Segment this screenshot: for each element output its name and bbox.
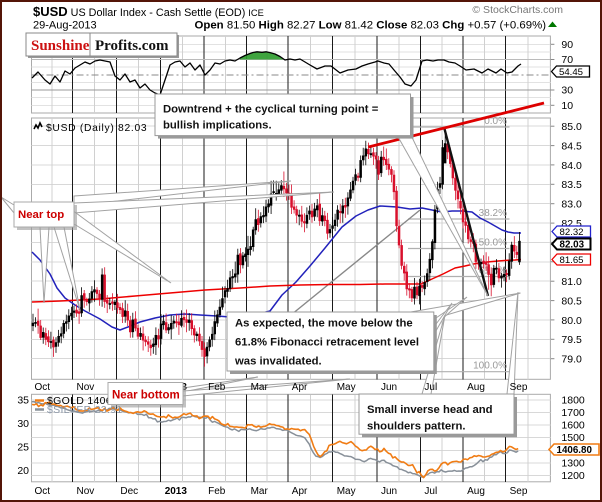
- svg-text:Mar: Mar: [251, 486, 269, 497]
- svg-text:80.5: 80.5: [561, 295, 582, 307]
- svg-text:85.0: 85.0: [561, 121, 582, 133]
- svg-text:May: May: [337, 486, 356, 497]
- svg-text:$GOLD 1406.80: $GOLD 1406.80: [47, 395, 127, 407]
- svg-text:Jun: Jun: [381, 382, 397, 393]
- svg-text:0.0%: 0.0%: [484, 116, 507, 127]
- svg-text:1700: 1700: [561, 407, 585, 419]
- svg-text:35: 35: [17, 395, 29, 407]
- svg-text:Small inverse head and: Small inverse head and: [367, 404, 493, 416]
- svg-text:83.0: 83.0: [561, 199, 582, 211]
- svg-text:Dec: Dec: [120, 486, 138, 497]
- svg-text:Apr: Apr: [292, 382, 308, 393]
- svg-text:Oct: Oct: [35, 382, 51, 393]
- svg-text:bullish implications.: bullish implications.: [163, 120, 272, 132]
- svg-text:Oct: Oct: [35, 486, 51, 497]
- svg-text:Near top: Near top: [18, 209, 64, 221]
- svg-text:$USD (Daily) 82.03: $USD (Daily) 82.03: [46, 123, 147, 134]
- svg-text:1500: 1500: [561, 432, 585, 444]
- svg-text:54.45: 54.45: [559, 67, 583, 78]
- svg-text:$USD US Dollar Index - Cash Se: $USD US Dollar Index - Cash Settle (EOD)…: [33, 4, 264, 19]
- svg-text:1200: 1200: [561, 470, 585, 482]
- svg-text:100.0%: 100.0%: [473, 361, 507, 372]
- svg-text:Sunshine: Sunshine: [31, 38, 90, 54]
- svg-text:Feb: Feb: [208, 486, 226, 497]
- svg-text:20: 20: [17, 465, 29, 477]
- svg-text:Mar: Mar: [251, 382, 269, 393]
- svg-text:81.0: 81.0: [561, 276, 582, 288]
- svg-text:Apr: Apr: [292, 486, 308, 497]
- svg-text:Near bottom: Near bottom: [112, 390, 180, 402]
- svg-text:50.0%: 50.0%: [479, 238, 507, 249]
- svg-text:38.2%: 38.2%: [479, 208, 507, 219]
- svg-text:May: May: [337, 382, 356, 393]
- svg-text:82.32: 82.32: [560, 227, 584, 238]
- svg-text:shoulders pattern.: shoulders pattern.: [367, 420, 466, 432]
- svg-text:Feb: Feb: [208, 382, 226, 393]
- svg-text:1406.80: 1406.80: [557, 445, 593, 456]
- svg-text:82.03: 82.03: [560, 240, 585, 251]
- svg-text:Nov: Nov: [77, 486, 95, 497]
- svg-text:Aug: Aug: [467, 382, 485, 393]
- svg-text:79.0: 79.0: [561, 354, 582, 366]
- svg-text:84.5: 84.5: [561, 140, 582, 152]
- svg-text:$SILVER 23.91: $SILVER 23.91: [47, 404, 123, 416]
- svg-text:As expected, the move below th: As expected, the move below the: [235, 318, 413, 330]
- svg-text:Open 81.50 High 82.27 Low 81.4: Open 81.50 High 82.27 Low 81.42 Close 82…: [195, 20, 547, 32]
- svg-text:29-Aug-2013: 29-Aug-2013: [33, 20, 97, 32]
- svg-text:30: 30: [17, 418, 29, 430]
- svg-text:79.5: 79.5: [561, 334, 582, 346]
- svg-text:83.5: 83.5: [561, 179, 582, 191]
- svg-text:70: 70: [561, 54, 573, 66]
- svg-text:25: 25: [17, 442, 29, 454]
- svg-text:81.65: 81.65: [560, 255, 584, 266]
- svg-text:Jul: Jul: [424, 382, 437, 393]
- svg-text:90: 90: [561, 39, 573, 51]
- svg-text:Downtrend + the cyclical turni: Downtrend + the cyclical turning point =: [163, 104, 379, 116]
- svg-text:Jul: Jul: [424, 486, 437, 497]
- svg-text:10: 10: [561, 100, 573, 112]
- svg-text:2013: 2013: [165, 486, 188, 497]
- svg-text:30: 30: [561, 85, 573, 97]
- svg-text:Nov: Nov: [77, 382, 95, 393]
- svg-text:© StockCharts.com: © StockCharts.com: [472, 4, 563, 16]
- svg-text:61.8% Fibonacci retracement le: 61.8% Fibonacci retracement level: [235, 337, 419, 349]
- svg-text:1800: 1800: [561, 395, 585, 407]
- svg-text:1300: 1300: [561, 457, 585, 469]
- svg-text:Jun: Jun: [381, 486, 397, 497]
- svg-text:was invalidated.: was invalidated.: [234, 356, 322, 368]
- svg-text:Profits.com: Profits.com: [95, 38, 169, 54]
- svg-text:Aug: Aug: [467, 486, 485, 497]
- svg-text:Sep: Sep: [510, 486, 528, 497]
- svg-text:80.0: 80.0: [561, 315, 582, 327]
- svg-text:84.0: 84.0: [561, 160, 582, 172]
- svg-text:Sep: Sep: [510, 382, 528, 393]
- svg-text:1600: 1600: [561, 420, 585, 432]
